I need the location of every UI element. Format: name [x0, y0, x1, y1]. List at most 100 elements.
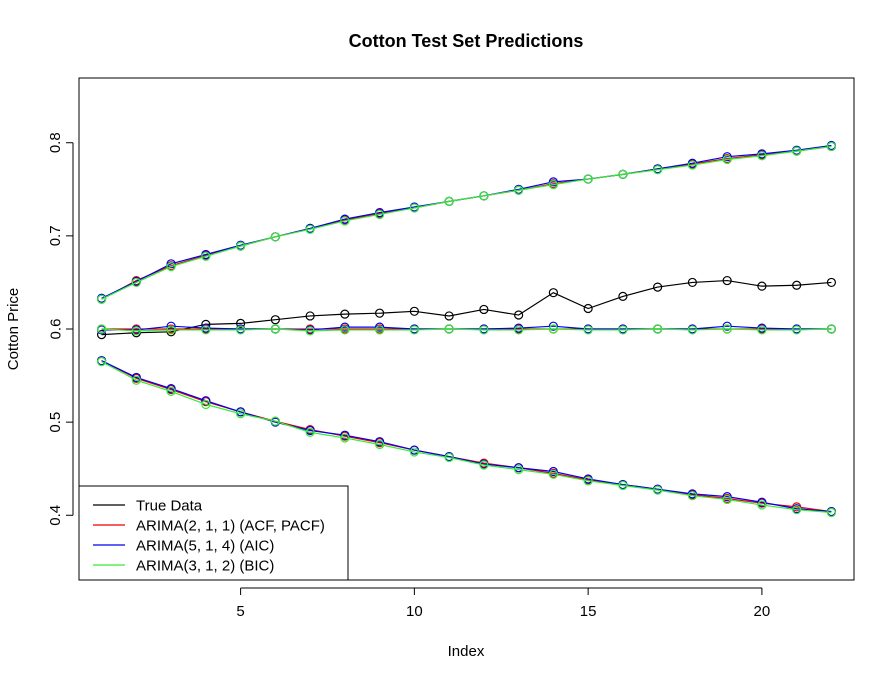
series-4-point: [96, 357, 107, 367]
series-4-point: [583, 476, 593, 486]
series-1-point: [792, 280, 802, 290]
series-1-point: [270, 315, 280, 325]
series-4-point: [201, 399, 211, 410]
series-4-point: [409, 447, 419, 457]
series-4-point: [722, 324, 732, 334]
series-4-point: [131, 326, 141, 336]
series-1-point: [687, 277, 698, 288]
series-4-point: [514, 325, 524, 335]
series-4-point: [444, 196, 454, 206]
series-3-line: [101, 360, 832, 513]
series-4-point: [166, 386, 176, 396]
legend-box: [78, 485, 349, 581]
series-4-point: [375, 209, 385, 220]
series-1-point: [653, 282, 663, 292]
series-4-point: [687, 491, 698, 501]
y-tick-label: 0.4: [47, 505, 64, 526]
series-4-point: [201, 325, 211, 335]
series-4-point: [618, 480, 628, 491]
series-4-point: [618, 325, 628, 335]
series-4-point: [166, 325, 176, 335]
series-4-point: [653, 165, 663, 175]
series-1-point: [375, 308, 385, 318]
series-1-point: [548, 288, 558, 298]
series-1-point: [618, 291, 628, 301]
series-4-point: [236, 409, 246, 419]
series-4-point: [792, 505, 802, 515]
legend-label: True Data: [136, 497, 203, 514]
series-4-point: [653, 485, 663, 495]
series-4-point: [618, 169, 628, 179]
series-4-point: [409, 325, 419, 335]
series-4-point: [131, 277, 141, 288]
series-4-point: [514, 185, 524, 195]
series-4-point: [305, 326, 315, 336]
series-4-point: [826, 141, 837, 152]
series-4-point: [653, 324, 663, 334]
series-4-point: [826, 507, 837, 518]
y-tick-label: 0.6: [47, 319, 64, 340]
series-4-point: [270, 324, 280, 334]
series-4-point: [548, 469, 558, 479]
plot-frame: [78, 77, 855, 581]
series-1-point: [340, 309, 350, 319]
series-1-point: [96, 329, 107, 340]
series-4-point: [409, 203, 419, 213]
series-4: [96, 141, 837, 518]
series-4-point: [583, 174, 593, 184]
x-tick-label: 20: [754, 603, 771, 620]
series-3-point: [340, 430, 350, 440]
series-4-point: [514, 465, 524, 475]
series-3-point: [722, 321, 732, 331]
series-1-point: [409, 306, 419, 316]
series-4-point: [722, 494, 732, 505]
series-4-point: [479, 191, 489, 201]
y-axis: 0.4 0.5 0.6 0.7 0.8: [47, 132, 74, 526]
series-4-point: [757, 325, 767, 335]
series-1-point: [305, 311, 315, 321]
legend: True Data ARIMA(2, 1, 1) (ACF, PACF) ARIMA…: [78, 485, 349, 581]
series-4-point: [96, 324, 107, 334]
series-4-point: [340, 433, 350, 443]
series-4-point: [96, 294, 107, 304]
series-4-point: [548, 324, 558, 334]
legend-label: ARIMA(2, 1, 1) (ACF, PACF): [136, 517, 325, 534]
series-3-point: [548, 321, 558, 331]
series-4-point: [305, 427, 315, 437]
series-3-point: [375, 322, 385, 332]
series-4-point: [583, 325, 593, 335]
series-1-point: [583, 303, 593, 314]
series-1-line: [101, 279, 832, 336]
chart-title: Cotton Test Set Predictions: [349, 31, 584, 51]
series-4-point: [236, 241, 246, 251]
series-4-point: [757, 151, 767, 161]
y-tick-label: 0.8: [47, 132, 64, 153]
series-3-point: [757, 497, 767, 507]
series-1-point: [236, 318, 246, 329]
series-4-point: [722, 154, 732, 165]
series-4-point: [548, 180, 558, 190]
x-tick-label: 5: [236, 603, 244, 620]
series-4-line: [101, 328, 832, 332]
x-tick-label: 10: [406, 603, 423, 620]
series-1-point: [757, 281, 767, 291]
series-4-point: [479, 460, 489, 470]
series-4-point: [757, 500, 767, 510]
series-3-point: [548, 177, 558, 187]
series-4-point: [340, 325, 350, 335]
series-4-point: [826, 324, 837, 334]
series-1-point: [826, 277, 837, 288]
series-4-point: [792, 146, 802, 156]
series-4-point: [340, 216, 350, 226]
series-1-point: [722, 275, 732, 286]
y-axis-label: Cotton Price: [5, 288, 22, 371]
series-4-point: [792, 325, 802, 335]
series-1: [96, 275, 837, 340]
series-4-point: [305, 224, 315, 234]
series-4-point: [375, 439, 385, 450]
legend-label: ARIMA(5, 1, 4) (AIC): [136, 537, 274, 554]
series-1-point: [514, 310, 524, 320]
series-4-point: [166, 262, 176, 272]
series-4-point: [201, 251, 211, 261]
